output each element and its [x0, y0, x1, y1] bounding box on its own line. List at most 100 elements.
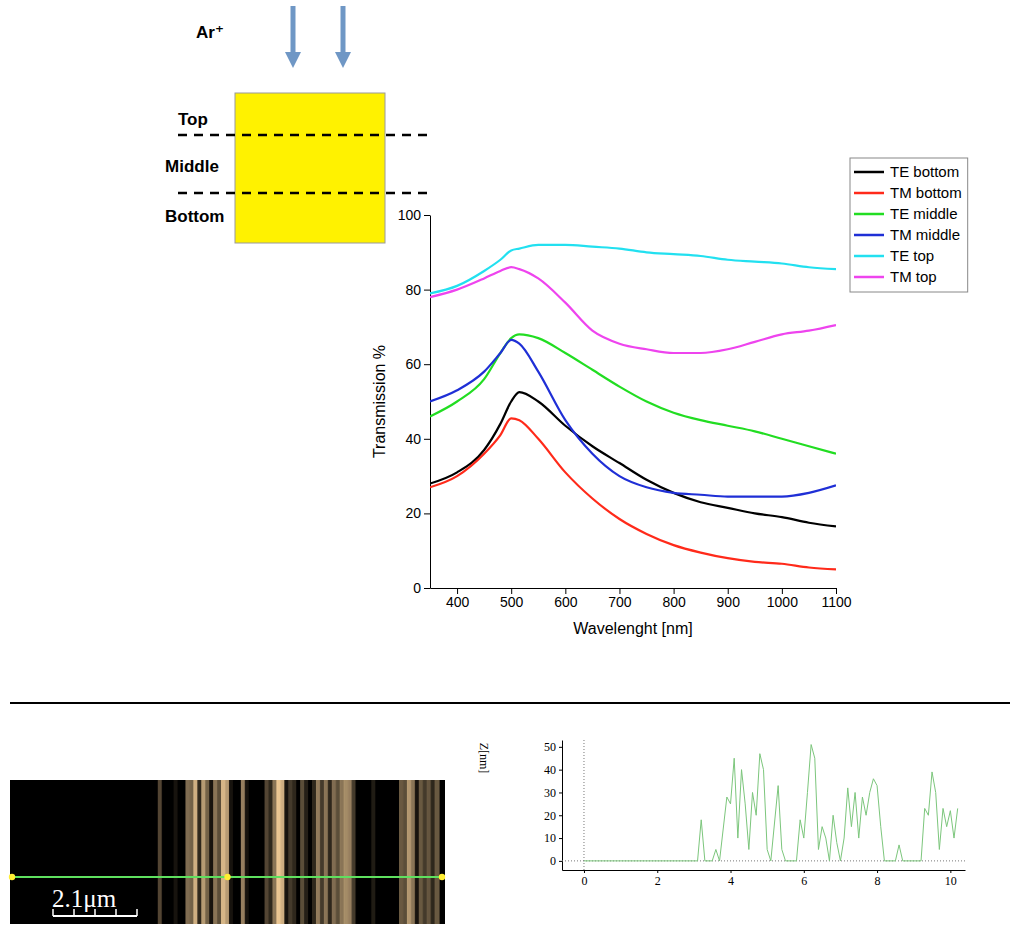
figure: Ar⁺TopMiddleBottom4005006007008009001000… [0, 0, 1015, 930]
tick-label: 900 [717, 594, 741, 610]
legend-swatch [854, 234, 884, 237]
tick: 10 [945, 870, 957, 888]
tick: 700 [608, 588, 632, 610]
tick: 30 [544, 786, 562, 800]
tick: 80 [405, 282, 430, 298]
tick-label: 600 [554, 594, 578, 610]
legend-label: TM top [890, 268, 937, 285]
tick-label: 400 [446, 594, 470, 610]
legend-label: TE bottom [890, 163, 959, 180]
tick: 500 [500, 588, 524, 610]
series-line [430, 418, 836, 569]
tick: 50 [544, 740, 562, 754]
tick: 60 [405, 356, 430, 372]
series-line [430, 340, 836, 497]
axis-line [562, 741, 563, 871]
series-line [430, 334, 836, 453]
tick-mark [424, 364, 430, 365]
tick: 1000 [767, 588, 798, 610]
tick: 40 [544, 763, 562, 777]
afm-stripes [31, 780, 439, 924]
tick: 800 [662, 588, 686, 610]
axis: 0 2 4 6 8 10 [563, 870, 966, 888]
tick-label: 2 [655, 874, 661, 888]
scale-bar-tick [136, 909, 138, 916]
tick-mark [424, 215, 430, 216]
tick-label: 8 [875, 874, 881, 888]
legend-swatch [854, 255, 884, 258]
tick: 1100 [821, 588, 851, 610]
afm-stripe [249, 780, 254, 924]
afm-stripe [375, 780, 380, 924]
tick: 20 [544, 809, 562, 823]
tick-mark [559, 815, 562, 816]
legend-swatch [854, 276, 884, 279]
axis: 0 10 20 30 40 50 [544, 740, 563, 870]
beam-label: Ar⁺ [196, 23, 224, 42]
tick: 40 [405, 431, 430, 447]
tick: 6 [801, 870, 807, 888]
tick-label: 1000 [767, 594, 798, 610]
tick: 600 [554, 588, 578, 610]
tick-label: 20 [405, 505, 421, 521]
afm-stripe [178, 780, 183, 924]
tick-mark [424, 588, 430, 589]
legend-box [850, 158, 968, 292]
tick-label: 40 [405, 431, 421, 447]
axis: 400 500 600 700 800 900 1000 1100 [431, 588, 852, 610]
layer-boundary [178, 192, 430, 195]
series-line [430, 392, 836, 526]
zero-line-x [583, 740, 584, 870]
tick-label: 4 [728, 874, 734, 888]
tick-label: 20 [544, 809, 556, 823]
tick: 2 [655, 870, 661, 888]
axis: 0 20 40 60 80 100 [398, 207, 431, 596]
legend-swatch [854, 213, 884, 216]
layer-boundary [178, 134, 430, 137]
scale-label: 2.1μm [52, 885, 117, 912]
tick-label: 0 [581, 874, 587, 888]
y-axis-title: Z[nm] [477, 743, 491, 774]
afm-image: 2.1μm [9, 780, 445, 924]
tick-label: 60 [405, 356, 421, 372]
tick: 4 [728, 870, 734, 888]
legend-label: TM middle [890, 226, 960, 243]
x-axis-title: Wavelenght [nm] [573, 620, 692, 637]
tick-label: 0 [413, 580, 421, 596]
plot-lines [430, 245, 836, 570]
separator [10, 702, 1010, 704]
legend-label: TM bottom [890, 184, 962, 201]
legend-swatch [854, 192, 884, 195]
tick-label: 0 [550, 854, 556, 868]
tick: 10 [544, 831, 562, 845]
afm-stripe [356, 780, 361, 924]
beam-arrow [341, 6, 346, 60]
afm-stripe [233, 780, 238, 924]
y-axis-title: Transmission % [371, 345, 388, 458]
series-line [430, 267, 836, 353]
tick: 0 [550, 854, 562, 868]
axis-line [563, 870, 966, 871]
layer-label: Middle [165, 157, 219, 176]
tick: 8 [875, 870, 881, 888]
tick: 0 [413, 580, 430, 596]
tick-label: 50 [544, 740, 556, 754]
afm-stripe [435, 780, 440, 924]
profile-marker [224, 874, 230, 880]
tick-label: 6 [801, 874, 807, 888]
profile-marker [439, 874, 445, 880]
axis-line [431, 588, 837, 589]
tick-mark [559, 792, 562, 793]
tick-label: 700 [608, 594, 632, 610]
sample-block [235, 93, 385, 243]
transmission-chart: 400 500 600 700 800 900 1000 1100 0 20 40 60 80 100 Wa… [371, 158, 968, 637]
legend-label: TE middle [890, 205, 958, 222]
tick-label: 10 [945, 874, 957, 888]
tick-mark [559, 861, 562, 862]
series-line [430, 245, 836, 293]
profile-chart: 0 2 4 6 8 10 0 10 20 30 40 50 Z[nm] [477, 740, 966, 888]
tick: 900 [717, 588, 741, 610]
tick-label: 100 [398, 207, 422, 223]
tick-mark [559, 838, 562, 839]
tick: 400 [446, 588, 470, 610]
